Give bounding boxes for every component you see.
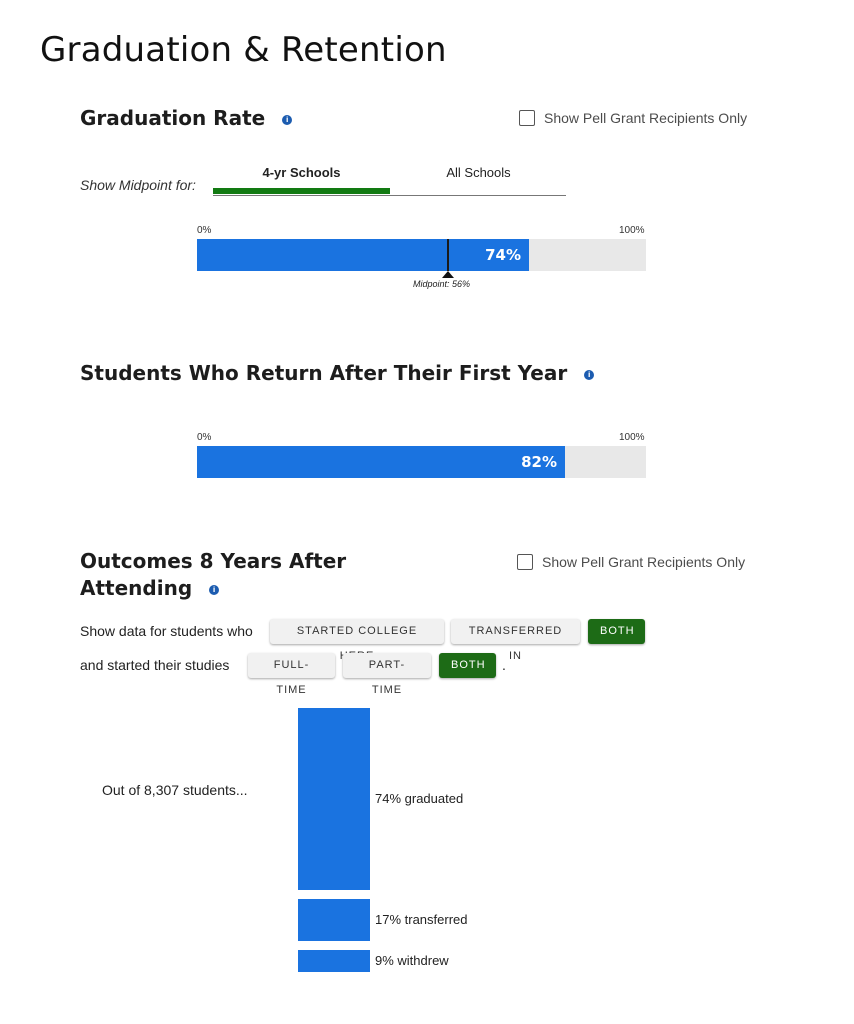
filter-both-button[interactable]: BOTH — [588, 619, 645, 644]
filter-suffix: . — [502, 657, 506, 673]
outcome-transferred-label: 17% transferred — [375, 912, 468, 927]
retention-bar-track: 82% — [197, 446, 646, 478]
graduation-rate-title-text: Graduation Rate — [80, 106, 266, 130]
pell-grant-checkbox-label: Show Pell Grant Recipients Only — [542, 554, 746, 570]
graduation-rate-bar-fill — [197, 239, 529, 271]
retention-scale-min: 0% — [197, 432, 212, 443]
outcomes-title: Outcomes 8 Years After Attending i — [80, 548, 346, 602]
midpoint-arrow-icon — [442, 271, 454, 278]
filter-students-label: Show data for students who — [80, 623, 253, 639]
outcomes-title-line2: Attending — [80, 576, 193, 600]
pell-grant-checkbox-label: Show Pell Grant Recipients Only — [544, 110, 748, 126]
pell-grant-checkbox[interactable]: Show Pell Grant Recipients Only — [519, 110, 747, 126]
retention-scale-max: 100% — [619, 432, 645, 443]
checkbox-icon[interactable] — [519, 110, 535, 126]
tab-4yr-schools-label: 4-yr Schools — [262, 165, 341, 180]
filter-transferred-in-button[interactable]: TRANSFERRED IN — [451, 619, 580, 662]
checkbox-icon[interactable] — [517, 554, 533, 570]
retention-bar-fill — [197, 446, 565, 478]
info-icon[interactable]: i — [209, 584, 220, 595]
page-title: Graduation & Retention — [40, 30, 447, 70]
retention-value: 82% — [521, 453, 557, 471]
filter-studies-label: and started their studies — [80, 657, 230, 673]
filter-started-college-here-button[interactable]: STARTED COLLEGE HERE — [270, 619, 444, 662]
midpoint-marker-line — [447, 239, 449, 271]
graduation-rate-bar-track: 74% — [197, 239, 646, 271]
graduation-scale-min: 0% — [197, 225, 212, 236]
midpoint-tabs: 4-yr Schools All Schools — [213, 162, 566, 196]
outcomes-intro: Out of 8,307 students... — [102, 782, 248, 798]
midpoint-label: Midpoint: 56% — [413, 279, 471, 289]
outcomes-title-line2-wrap: Attending i — [80, 575, 346, 602]
tab-all-schools-label: All Schools — [446, 165, 511, 180]
outcome-withdrew-bar — [298, 950, 370, 972]
tab-all-schools[interactable]: All Schools — [390, 162, 567, 195]
tab-4yr-schools[interactable]: 4-yr Schools — [213, 162, 390, 195]
info-icon[interactable]: i — [584, 369, 595, 380]
outcome-withdrew-label: 9% withdrew — [375, 953, 449, 968]
pell-grant-checkbox[interactable]: Show Pell Grant Recipients Only — [517, 554, 745, 570]
outcomes-title-line1: Outcomes 8 Years After — [80, 549, 347, 573]
graduation-rate-value: 74% — [485, 246, 521, 264]
info-icon[interactable]: i — [282, 114, 293, 125]
outcome-graduated-bar — [298, 708, 370, 890]
filter-full-time-button[interactable]: FULL-TIME — [248, 653, 335, 696]
filter-both-studies-button[interactable]: BOTH — [439, 653, 496, 678]
retention-title-text: Students Who Return After Their First Ye… — [80, 361, 568, 385]
midpoint-prompt: Show Midpoint for: — [80, 177, 196, 193]
active-tab-indicator — [213, 188, 390, 194]
graduation-rate-title: Graduation Rate i — [80, 105, 293, 132]
graduation-scale-max: 100% — [619, 225, 645, 236]
retention-title: Students Who Return After Their First Ye… — [80, 360, 595, 387]
outcome-transferred-bar — [298, 899, 370, 941]
filter-part-time-button[interactable]: PART-TIME — [343, 653, 431, 696]
outcome-graduated-label: 74% graduated — [375, 791, 464, 806]
